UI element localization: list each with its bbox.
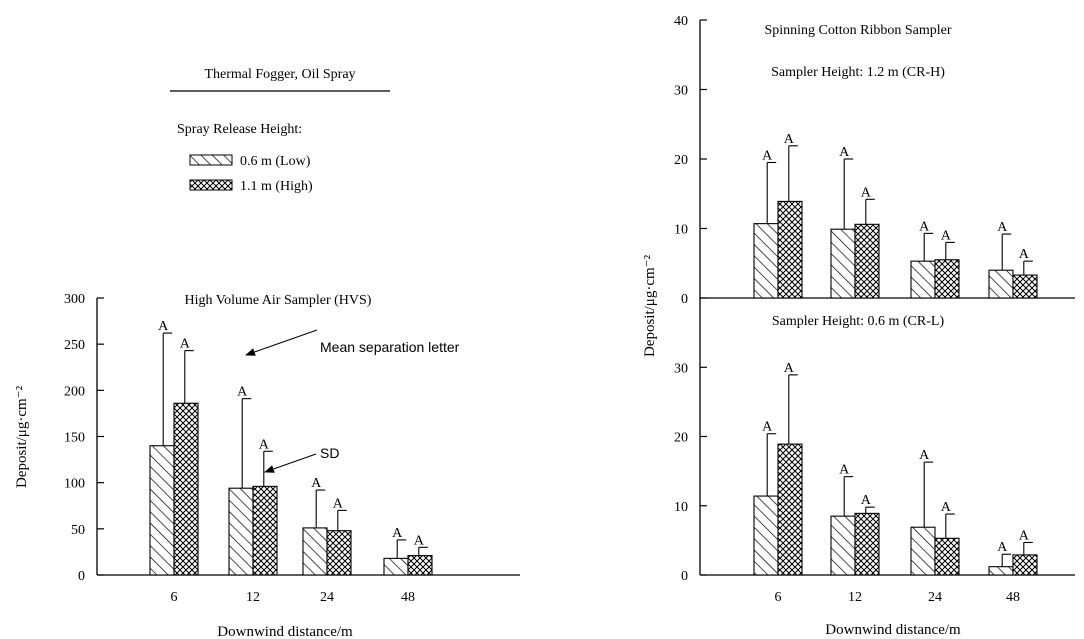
mean-separation-letter: A xyxy=(237,385,248,400)
bar xyxy=(753,495,779,576)
y-tick-label: 0 xyxy=(681,569,688,584)
crh-subtitle: Sampler Height: 1.2 m (CR-H) xyxy=(771,65,945,80)
legend-swatch-high xyxy=(189,179,233,191)
bar xyxy=(1012,554,1038,576)
mean-separation-letter: A xyxy=(941,228,952,243)
x-tick-label: 48 xyxy=(401,590,415,605)
mean-separation-letter: A xyxy=(333,496,344,511)
bar xyxy=(777,443,803,576)
y-tick-label: 30 xyxy=(674,84,688,99)
annotation-arrow xyxy=(264,453,317,473)
x-tick-label: 24 xyxy=(320,590,334,605)
bar xyxy=(149,445,175,576)
hvs-ylabel: Deposit/μg·cm⁻² xyxy=(14,385,30,488)
y-tick-label: 50 xyxy=(71,523,85,538)
y-tick-label: 40 xyxy=(674,14,688,29)
legend-label-low: 0.6 m (Low) xyxy=(240,154,311,169)
annotation-sd: SD xyxy=(264,445,339,473)
bar xyxy=(830,515,856,576)
x-tick-label: 6 xyxy=(775,590,782,605)
bar xyxy=(988,566,1014,576)
legend: Thermal Fogger, Oil Spray Spray Release … xyxy=(170,67,390,194)
bar xyxy=(988,269,1014,299)
bar xyxy=(934,259,960,299)
mean-separation-letter: A xyxy=(762,148,773,163)
bar xyxy=(407,555,433,576)
mean-separation-letter: A xyxy=(839,145,850,160)
mean-separation-letter: A xyxy=(1019,247,1030,262)
bar xyxy=(777,200,803,299)
mean-separation-letter: A xyxy=(180,337,191,352)
x-tick-label: 12 xyxy=(848,590,862,605)
bar xyxy=(910,526,936,576)
y-tick-label: 250 xyxy=(64,338,85,353)
mean-separation-letter: A xyxy=(997,540,1008,555)
bar xyxy=(854,512,880,576)
mean-separation-letter: A xyxy=(941,500,952,515)
annotation-label: SD xyxy=(320,445,339,461)
x-tick-label: 24 xyxy=(928,590,942,605)
mean-separation-letter: A xyxy=(311,476,322,491)
annotation-mean-separation: Mean separation letter xyxy=(245,329,460,356)
mean-separation-letter: A xyxy=(762,420,773,435)
annotation-arrow xyxy=(245,329,318,356)
y-tick-label: 20 xyxy=(674,153,688,168)
mean-separation-letter: A xyxy=(784,361,795,376)
x-tick-label: 12 xyxy=(246,590,260,605)
mean-separation-letter: A xyxy=(919,448,930,463)
mean-separation-letter: A xyxy=(259,437,270,452)
y-tick-label: 0 xyxy=(681,292,688,307)
hvs-xlabel: Downwind distance/m xyxy=(217,624,353,639)
legend-label-high: 1.1 m (High) xyxy=(240,179,313,194)
x-tick-label: 6 xyxy=(171,590,178,605)
hvs-title: High Volume Air Sampler (HVS) xyxy=(185,293,372,308)
legend-subtitle: Spray Release Height: xyxy=(177,122,302,137)
mean-separation-letter: A xyxy=(997,220,1008,235)
bar xyxy=(326,530,352,576)
bar xyxy=(934,537,960,576)
mean-separation-letter: A xyxy=(839,463,850,478)
mean-separation-letter: A xyxy=(158,319,169,334)
mean-separation-letter: A xyxy=(784,132,795,147)
legend-swatch-low xyxy=(189,154,233,166)
mean-separation-letter: A xyxy=(861,185,872,200)
y-tick-label: 10 xyxy=(674,223,688,238)
bar xyxy=(173,402,199,576)
mean-separation-letter: A xyxy=(919,219,930,234)
legend-title: Thermal Fogger, Oil Spray xyxy=(204,67,355,82)
y-tick-label: 200 xyxy=(64,384,85,399)
y-tick-label: 100 xyxy=(64,477,85,492)
bar xyxy=(228,487,254,576)
x-tick-label: 48 xyxy=(1006,590,1020,605)
mean-separation-letter: A xyxy=(414,533,425,548)
y-tick-label: 150 xyxy=(64,431,85,446)
bar xyxy=(910,260,936,299)
cr-title: Spinning Cotton Ribbon Sampler xyxy=(764,23,951,38)
mean-separation-letter: A xyxy=(1019,528,1030,543)
y-tick-label: 0 xyxy=(78,569,85,584)
y-tick-label: 10 xyxy=(674,500,688,515)
y-tick-label: 30 xyxy=(674,361,688,376)
mean-separation-letter: A xyxy=(392,526,403,541)
bar xyxy=(302,527,328,576)
crl-title: Sampler Height: 0.6 m (CR-L) xyxy=(772,314,945,329)
mean-separation-letter: A xyxy=(861,493,872,508)
cr-ylabel: Deposit/μg·cm⁻² xyxy=(642,254,658,357)
bar xyxy=(830,228,856,299)
bar xyxy=(383,557,409,576)
bar xyxy=(854,223,880,299)
annotation-label: Mean separation letter xyxy=(320,339,460,355)
bar xyxy=(753,223,779,299)
bar xyxy=(1012,274,1038,299)
y-tick-label: 300 xyxy=(64,292,85,307)
cr-xlabel: Downwind distance/m xyxy=(825,622,961,638)
bar xyxy=(252,485,278,576)
y-tick-label: 20 xyxy=(674,431,688,446)
